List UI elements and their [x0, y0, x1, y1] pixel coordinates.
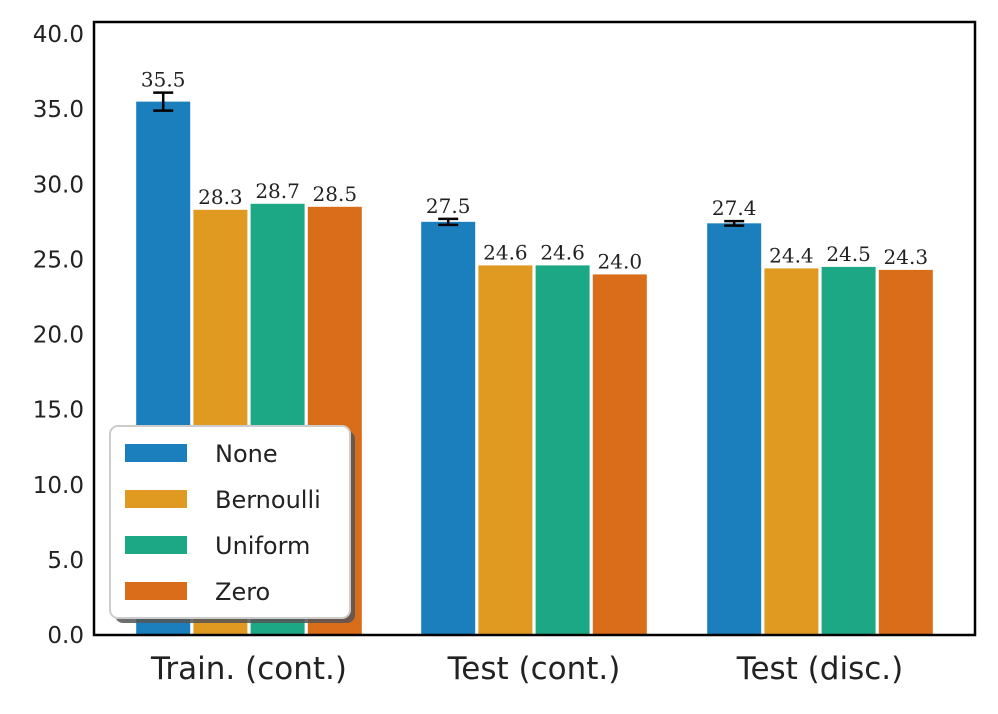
data-label-zero-test-cont: 24.0 [598, 249, 643, 273]
x-axis: Train. (cont.) Test (cont.) Test (disc.) [150, 651, 903, 687]
bar-bernoulli-test-disc [764, 268, 819, 635]
bar-uniform-test-cont [535, 265, 590, 635]
data-labels-layer: 35.5 28.3 28.7 28.5 27.5 24.6 24.6 24.0 27.4 24.4… [141, 68, 928, 274]
y-tick-label: 0.0 [47, 623, 84, 649]
bars-layer [136, 101, 933, 636]
data-label-none-test-disc: 27.4 [712, 196, 757, 220]
y-tick-label: 40.0 [33, 22, 84, 48]
legend-swatch-zero [125, 582, 187, 600]
legend-swatch-bernoulli [125, 490, 187, 508]
x-category-label: Test (cont.) [447, 651, 621, 687]
bar-none-test-cont [421, 221, 476, 635]
data-label-bernoulli-train-cont: 28.3 [198, 185, 243, 209]
data-label-uniform-train-cont: 28.7 [255, 179, 300, 203]
x-category-label: Test (disc.) [736, 651, 903, 687]
legend: None Bernoulli Uniform Zero [109, 425, 355, 623]
legend-swatch-none [125, 444, 187, 462]
y-tick-label: 25.0 [33, 247, 84, 273]
bar-zero-test-disc [878, 269, 933, 635]
data-label-none-test-cont: 27.5 [426, 194, 471, 218]
y-tick-label: 20.0 [33, 323, 84, 349]
y-tick-label: 5.0 [47, 548, 84, 574]
bar-uniform-test-disc [821, 266, 876, 635]
bar-bernoulli-test-cont [478, 265, 533, 635]
legend-box [109, 425, 351, 619]
data-label-uniform-test-cont: 24.6 [540, 240, 585, 264]
legend-label-uniform: Uniform [215, 532, 310, 560]
plot-frame [92, 20, 977, 637]
data-label-uniform-test-disc: 24.5 [826, 242, 871, 266]
y-axis: 0.0 5.0 10.0 15.0 20.0 25.0 30.0 35.0 40.0 [33, 22, 84, 649]
legend-label-zero: Zero [215, 578, 270, 606]
y-tick-label: 10.0 [33, 473, 84, 499]
y-tick-label: 15.0 [33, 398, 84, 424]
data-label-bernoulli-test-cont: 24.6 [483, 240, 528, 264]
data-label-bernoulli-test-disc: 24.4 [769, 243, 814, 267]
legend-swatch-uniform [125, 536, 187, 554]
y-tick-label: 30.0 [33, 172, 84, 198]
legend-label-none: None [215, 440, 278, 468]
bar-zero-test-cont [592, 274, 647, 635]
data-label-none-train-cont: 35.5 [141, 68, 186, 92]
error-bars-layer [153, 91, 745, 227]
y-tick-label: 35.0 [33, 97, 84, 123]
x-category-label: Train. (cont.) [150, 651, 347, 687]
legend-label-bernoulli: Bernoulli [215, 486, 321, 514]
bar-none-test-disc [707, 223, 762, 635]
data-label-zero-train-cont: 28.5 [313, 182, 358, 206]
data-label-zero-test-disc: 24.3 [884, 245, 929, 269]
